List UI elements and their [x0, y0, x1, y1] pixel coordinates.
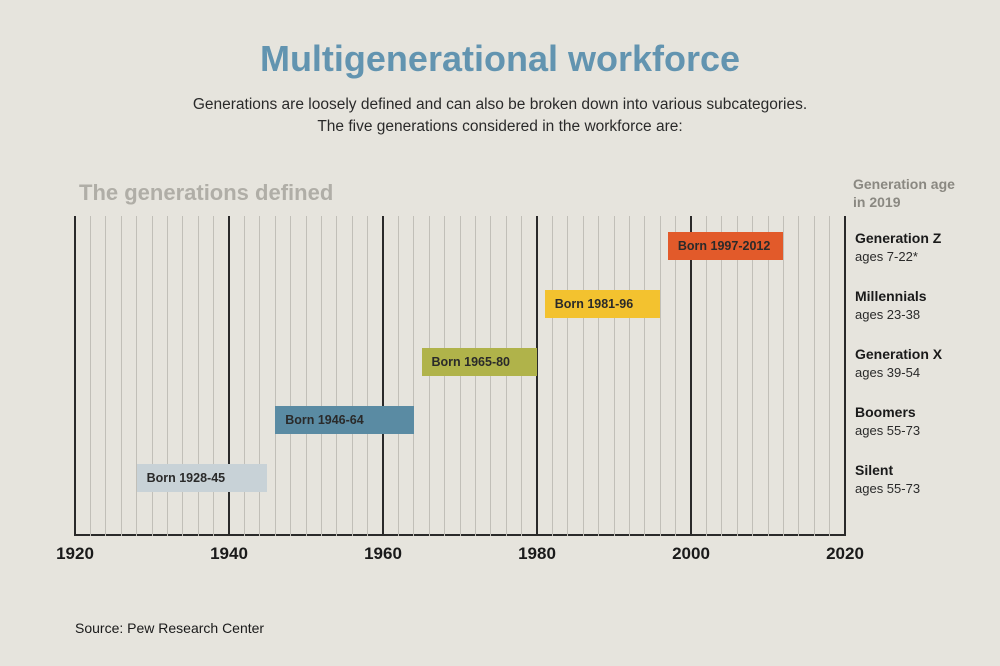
- minor-gridline: [367, 216, 368, 536]
- minor-gridline: [290, 216, 291, 536]
- generation-name: Silent: [855, 462, 975, 480]
- minor-gridline: [829, 216, 830, 536]
- minor-gridline: [105, 216, 106, 536]
- x-tick-label: 1920: [56, 544, 94, 564]
- generation-ages: ages 23-38: [855, 307, 975, 323]
- minor-gridline: [783, 216, 784, 536]
- major-gridline: [844, 216, 846, 536]
- subtitle-line-2: The five generations considered in the w…: [317, 118, 682, 135]
- generation-name: Boomers: [855, 404, 975, 422]
- generation-ages: ages 55-73: [855, 481, 975, 497]
- chart-container: The generations defined Generation age i…: [75, 180, 965, 575]
- generation-label: Boomersages 55-73: [855, 404, 975, 439]
- minor-gridline: [614, 216, 615, 536]
- generation-bar: Born 1928-45: [137, 464, 268, 492]
- generation-bar: Born 1965-80: [422, 348, 538, 376]
- major-gridline: [690, 216, 692, 536]
- page-subtitle: Generations are loosely defined and can …: [0, 94, 1000, 139]
- generation-ages: ages 7-22*: [855, 249, 975, 265]
- minor-gridline: [521, 216, 522, 536]
- minor-gridline: [490, 216, 491, 536]
- minor-gridline: [275, 216, 276, 536]
- generation-bar: Born 1997-2012: [668, 232, 784, 260]
- minor-gridline: [567, 216, 568, 536]
- minor-gridline: [721, 216, 722, 536]
- minor-gridline: [660, 216, 661, 536]
- minor-gridline: [768, 216, 769, 536]
- x-tick-label: 1940: [210, 544, 248, 564]
- x-tick-label: 2000: [672, 544, 710, 564]
- generation-name: Millennials: [855, 288, 975, 306]
- minor-gridline: [798, 216, 799, 536]
- source-attribution: Source: Pew Research Center: [75, 620, 264, 636]
- minor-gridline: [475, 216, 476, 536]
- minor-gridline: [552, 216, 553, 536]
- generation-bar: Born 1981-96: [545, 290, 661, 318]
- generation-ages: ages 55-73: [855, 423, 975, 439]
- minor-gridline: [598, 216, 599, 536]
- major-gridline: [536, 216, 538, 536]
- plot-area: 192019401960198020002020Born 1997-2012Bo…: [75, 216, 845, 536]
- generation-bar: Born 1946-64: [275, 406, 414, 434]
- minor-gridline: [444, 216, 445, 536]
- minor-gridline: [460, 216, 461, 536]
- minor-gridline: [644, 216, 645, 536]
- generation-label: Generation Zages 7-22*: [855, 230, 975, 265]
- minor-gridline: [306, 216, 307, 536]
- generation-name: Generation X: [855, 346, 975, 364]
- major-gridline: [74, 216, 76, 536]
- minor-gridline: [352, 216, 353, 536]
- subtitle-line-1: Generations are loosely defined and can …: [193, 96, 807, 113]
- minor-gridline: [121, 216, 122, 536]
- minor-gridline: [413, 216, 414, 536]
- generation-label: Generation Xages 39-54: [855, 346, 975, 381]
- minor-gridline: [706, 216, 707, 536]
- x-tick-label: 2020: [826, 544, 864, 564]
- minor-gridline: [583, 216, 584, 536]
- minor-gridline: [752, 216, 753, 536]
- minor-gridline: [398, 216, 399, 536]
- page-title: Multigenerational workforce: [0, 0, 1000, 80]
- generation-label: Millennialsages 23-38: [855, 288, 975, 323]
- generation-label: Silentages 55-73: [855, 462, 975, 497]
- minor-gridline: [737, 216, 738, 536]
- minor-gridline: [336, 216, 337, 536]
- minor-gridline: [814, 216, 815, 536]
- minor-gridline: [429, 216, 430, 536]
- minor-gridline: [321, 216, 322, 536]
- generation-name: Generation Z: [855, 230, 975, 248]
- minor-gridline: [506, 216, 507, 536]
- minor-gridline: [675, 216, 676, 536]
- legend-heading: Generation age in 2019: [853, 176, 965, 211]
- minor-gridline: [90, 216, 91, 536]
- major-gridline: [382, 216, 384, 536]
- x-tick-label: 1980: [518, 544, 556, 564]
- minor-gridline: [629, 216, 630, 536]
- chart-heading: The generations defined: [79, 180, 333, 206]
- generation-ages: ages 39-54: [855, 365, 975, 381]
- x-tick-label: 1960: [364, 544, 402, 564]
